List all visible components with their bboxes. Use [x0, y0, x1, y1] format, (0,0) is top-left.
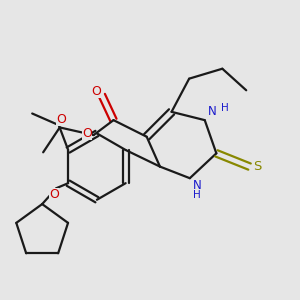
Text: N: N — [193, 179, 202, 192]
Text: O: O — [82, 127, 92, 140]
Text: H: H — [193, 190, 201, 200]
Text: S: S — [253, 160, 261, 173]
Text: N: N — [208, 105, 216, 118]
Text: O: O — [49, 188, 59, 201]
Text: O: O — [91, 85, 101, 98]
Text: H: H — [221, 103, 229, 112]
Text: O: O — [56, 112, 66, 126]
